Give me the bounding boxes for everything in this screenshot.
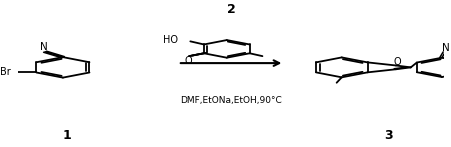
Text: N: N bbox=[40, 42, 48, 52]
Text: 1: 1 bbox=[63, 129, 72, 142]
Text: O: O bbox=[184, 56, 192, 66]
Text: O: O bbox=[393, 57, 401, 67]
Text: N: N bbox=[442, 43, 450, 53]
Text: 3: 3 bbox=[384, 129, 393, 142]
Text: DMF,EtONa,EtOH,90°C: DMF,EtONa,EtOH,90°C bbox=[180, 96, 282, 105]
Text: Br: Br bbox=[0, 67, 11, 77]
Text: HO: HO bbox=[163, 35, 179, 45]
Text: 2: 2 bbox=[227, 2, 235, 16]
